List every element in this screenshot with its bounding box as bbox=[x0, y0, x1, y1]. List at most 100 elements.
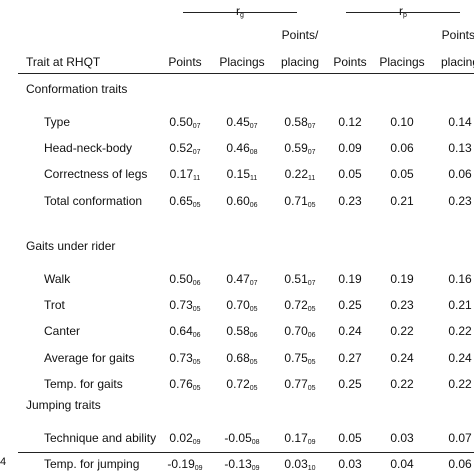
section-title: Gaits under rider bbox=[26, 239, 116, 253]
rg-standard-error: 08 bbox=[249, 149, 258, 156]
rp-value-cell: 0.23 bbox=[448, 194, 472, 208]
rg-value-cell: 0.5806 bbox=[214, 324, 270, 343]
rg-value-cell: 0.5807 bbox=[272, 115, 328, 134]
rg-value: 0.17 bbox=[169, 167, 194, 181]
rp-value-cell: 0.21 bbox=[448, 298, 472, 312]
rg-value: 0.77 bbox=[284, 377, 308, 391]
rp-value-cell: 0.25 bbox=[338, 377, 362, 391]
col-trait-header: Trait at RHQT bbox=[26, 55, 101, 69]
rg-standard-error: 06 bbox=[249, 202, 258, 209]
rg-value: -0.19 bbox=[167, 457, 195, 471]
rg-value: 0.50 bbox=[169, 115, 193, 129]
rp-header: rp bbox=[399, 4, 407, 23]
rg-value: 0.76 bbox=[169, 377, 193, 391]
rp-value-cell: 0.22 bbox=[390, 377, 414, 391]
rg-value: 0.51 bbox=[284, 272, 308, 286]
row-label: Correctness of legs bbox=[44, 167, 148, 181]
rg-standard-error: 06 bbox=[192, 332, 201, 339]
rg-value: 0.52 bbox=[169, 141, 193, 155]
rp-value-cell: 0.24 bbox=[338, 324, 362, 338]
rg-value: 0.22 bbox=[284, 167, 309, 181]
rg-value-cell: -0.0508 bbox=[214, 431, 270, 450]
rg-value: 0.58 bbox=[226, 324, 250, 338]
rg-standard-error: 06 bbox=[307, 332, 316, 339]
rp-value-cell: 0.19 bbox=[390, 272, 414, 286]
rg-header: rg bbox=[236, 4, 244, 23]
rp-value-cell: 0.16 bbox=[448, 272, 472, 286]
col-rp-points-header: Points bbox=[333, 55, 367, 69]
rg-value-cell: 0.1711 bbox=[160, 167, 210, 186]
rp-value-cell: 0.13 bbox=[448, 141, 472, 155]
rp-value-cell: 0.05 bbox=[390, 167, 414, 181]
rg-standard-error: 05 bbox=[192, 359, 201, 366]
rp-value-cell: 0.22 bbox=[448, 377, 472, 391]
rg-value-cell: 0.5907 bbox=[272, 141, 328, 160]
col-rp-pointsplacing-header-line2: placing bbox=[440, 55, 474, 69]
rg-value-cell: -0.1909 bbox=[160, 457, 210, 476]
rg-value-cell: 0.7105 bbox=[272, 194, 328, 213]
rg-value-cell: 0.1709 bbox=[272, 431, 328, 450]
table-bottom-rule bbox=[18, 452, 474, 453]
col-rg-points-header: Points bbox=[168, 55, 202, 69]
rg-value: 0.70 bbox=[284, 324, 308, 338]
rg-value: 0.65 bbox=[169, 194, 193, 208]
rg-standard-error: 07 bbox=[307, 149, 316, 156]
rg-value-cell: 0.1511 bbox=[214, 167, 270, 186]
rg-standard-error: 10 bbox=[307, 465, 316, 472]
rp-value-cell: 0.07 bbox=[448, 431, 472, 445]
rg-standard-error: 05 bbox=[307, 359, 316, 366]
rg-value-cell: 0.6505 bbox=[160, 194, 210, 213]
rp-header-sub: p bbox=[403, 12, 407, 19]
rg-standard-error: 06 bbox=[192, 280, 201, 287]
rg-value: 0.46 bbox=[226, 141, 250, 155]
rp-value-cell: 0.06 bbox=[448, 457, 472, 471]
rg-value-cell: 0.7205 bbox=[272, 298, 328, 317]
rp-value-cell: 0.22 bbox=[448, 324, 472, 338]
rg-value: 0.72 bbox=[226, 377, 250, 391]
rg-standard-error: 05 bbox=[307, 306, 316, 313]
rp-value-cell: 0.22 bbox=[390, 324, 414, 338]
rg-standard-error: 09 bbox=[192, 439, 201, 446]
rp-header-rule bbox=[346, 12, 460, 13]
rg-standard-error: 07 bbox=[307, 123, 316, 130]
rg-value-cell: 0.7705 bbox=[272, 377, 328, 396]
col-rg-pointsplacing-header-line1: Points/ bbox=[281, 28, 319, 42]
rp-value-cell: 0.03 bbox=[338, 457, 362, 471]
rg-value: 0.71 bbox=[284, 194, 308, 208]
row-label: Total conformation bbox=[44, 194, 143, 208]
rp-value-cell: 0.24 bbox=[390, 351, 414, 365]
rg-value-cell: 0.5007 bbox=[160, 115, 210, 134]
rg-value: 0.02 bbox=[169, 431, 193, 445]
rg-value-cell: 0.0310 bbox=[272, 457, 328, 476]
rp-value-cell: 0.05 bbox=[338, 431, 362, 445]
rg-value: 0.60 bbox=[226, 194, 250, 208]
rp-value-cell: 0.23 bbox=[338, 194, 362, 208]
rg-standard-error: 08 bbox=[251, 439, 260, 446]
rg-value-cell: 0.7505 bbox=[272, 351, 328, 370]
rg-value-cell: 0.7205 bbox=[214, 377, 270, 396]
rg-header-label: r bbox=[236, 4, 240, 18]
rg-value-cell: 0.7305 bbox=[160, 351, 210, 370]
col-rg-pointsplacing-header-line2: placing bbox=[280, 55, 320, 69]
row-label: Technique and ability bbox=[44, 431, 157, 445]
rg-value-cell: 0.0209 bbox=[160, 431, 210, 450]
header-bottom-rule bbox=[18, 73, 474, 74]
rp-value-cell: 0.10 bbox=[390, 115, 414, 129]
rp-value-cell: 0.04 bbox=[390, 457, 414, 471]
rg-value: 0.17 bbox=[284, 431, 308, 445]
section-title: Jumping traits bbox=[26, 398, 101, 412]
rg-value-cell: 0.5107 bbox=[272, 272, 328, 291]
rg-standard-error: 05 bbox=[192, 306, 201, 313]
rp-header-label: r bbox=[399, 4, 403, 18]
rp-value-cell: 0.09 bbox=[338, 141, 362, 155]
row-label: Average for gaits bbox=[44, 351, 135, 365]
rg-standard-error: 07 bbox=[192, 149, 201, 156]
rg-standard-error: 09 bbox=[251, 465, 260, 472]
rg-standard-error: 07 bbox=[192, 123, 201, 130]
rg-value: 0.72 bbox=[284, 298, 308, 312]
row-label: Canter bbox=[44, 324, 81, 338]
rg-standard-error: 09 bbox=[307, 439, 316, 446]
rp-value-cell: 0.25 bbox=[338, 298, 362, 312]
page-number: 4 bbox=[0, 456, 7, 468]
rg-value-cell: 0.2211 bbox=[272, 167, 328, 186]
